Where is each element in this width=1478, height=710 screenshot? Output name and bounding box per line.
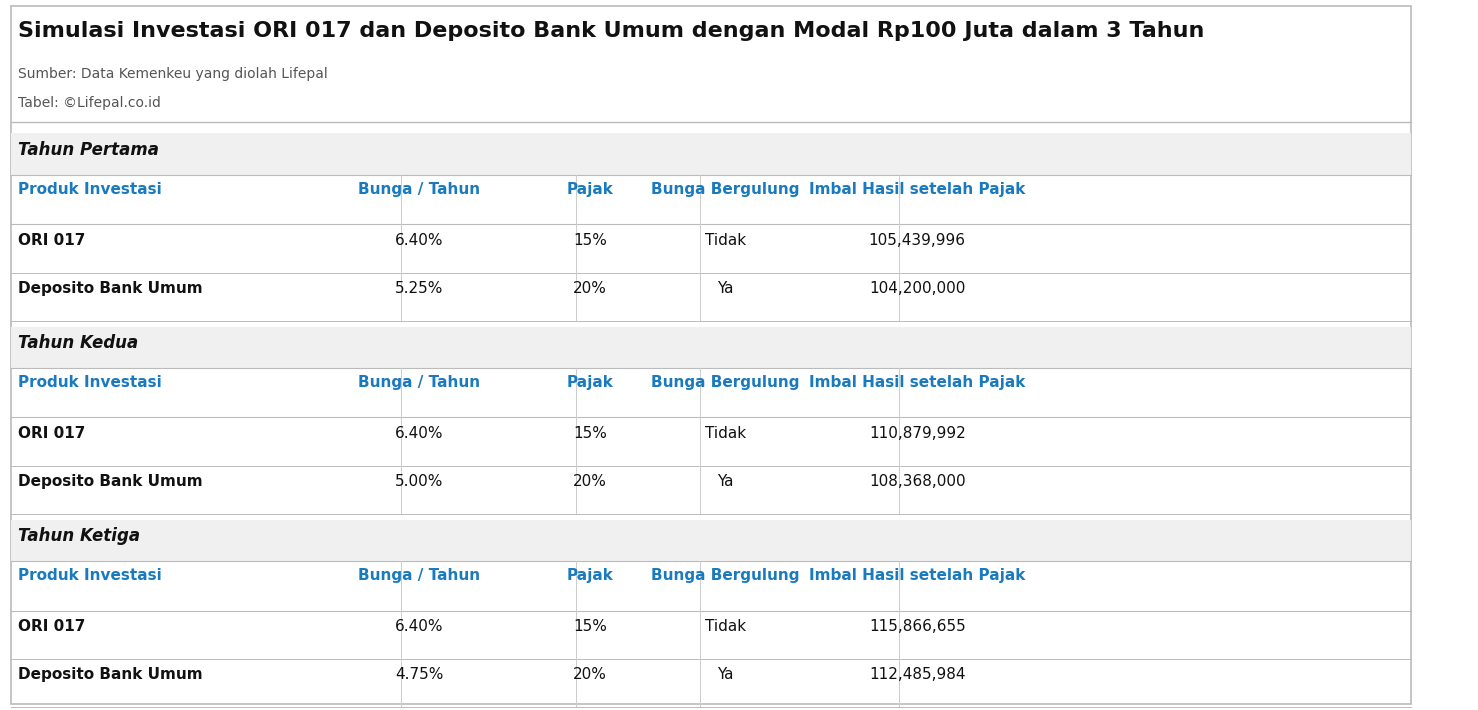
Text: Bunga Bergulung: Bunga Bergulung [652, 568, 800, 583]
Text: Tahun Ketiga: Tahun Ketiga [19, 527, 140, 545]
Text: 105,439,996: 105,439,996 [869, 233, 965, 248]
Text: Imbal Hasil setelah Pajak: Imbal Hasil setelah Pajak [808, 568, 1026, 583]
Text: 115,866,655: 115,866,655 [869, 619, 965, 634]
Text: Bunga Bergulung: Bunga Bergulung [652, 375, 800, 390]
Text: Deposito Bank Umum: Deposito Bank Umum [19, 667, 202, 682]
Text: Produk Investasi: Produk Investasi [19, 568, 163, 583]
Text: 20%: 20% [573, 474, 607, 489]
Text: Deposito Bank Umum: Deposito Bank Umum [19, 474, 202, 489]
Text: 15%: 15% [573, 619, 607, 634]
Text: Pajak: Pajak [566, 182, 613, 197]
Text: 108,368,000: 108,368,000 [869, 474, 965, 489]
Text: Imbal Hasil setelah Pajak: Imbal Hasil setelah Pajak [808, 182, 1026, 197]
Text: 104,200,000: 104,200,000 [869, 281, 965, 296]
FancyBboxPatch shape [12, 520, 1411, 561]
Text: 20%: 20% [573, 667, 607, 682]
Text: Tidak: Tidak [705, 426, 746, 441]
Text: Bunga / Tahun: Bunga / Tahun [359, 375, 480, 390]
Text: 4.75%: 4.75% [395, 667, 443, 682]
Text: Tidak: Tidak [705, 233, 746, 248]
Text: 15%: 15% [573, 233, 607, 248]
Text: Deposito Bank Umum: Deposito Bank Umum [19, 281, 202, 296]
Text: Tahun Pertama: Tahun Pertama [19, 141, 160, 158]
Text: 110,879,992: 110,879,992 [869, 426, 965, 441]
Text: Pajak: Pajak [566, 375, 613, 390]
Text: 15%: 15% [573, 426, 607, 441]
Text: 6.40%: 6.40% [395, 426, 443, 441]
Text: Simulasi Investasi ORI 017 dan Deposito Bank Umum dengan Modal Rp100 Juta dalam : Simulasi Investasi ORI 017 dan Deposito … [19, 21, 1205, 41]
Text: Bunga / Tahun: Bunga / Tahun [359, 568, 480, 583]
Text: ORI 017: ORI 017 [19, 426, 86, 441]
Text: Pajak: Pajak [566, 568, 613, 583]
Text: Produk Investasi: Produk Investasi [19, 375, 163, 390]
Text: 20%: 20% [573, 281, 607, 296]
Text: Ya: Ya [717, 667, 733, 682]
Text: ORI 017: ORI 017 [19, 619, 86, 634]
Text: Produk Investasi: Produk Investasi [19, 182, 163, 197]
FancyBboxPatch shape [12, 6, 1411, 704]
Text: Tahun Kedua: Tahun Kedua [19, 334, 139, 351]
FancyBboxPatch shape [12, 327, 1411, 368]
Text: 6.40%: 6.40% [395, 233, 443, 248]
Text: ORI 017: ORI 017 [19, 233, 86, 248]
Text: Bunga / Tahun: Bunga / Tahun [359, 182, 480, 197]
Text: 6.40%: 6.40% [395, 619, 443, 634]
Text: Tidak: Tidak [705, 619, 746, 634]
Text: Ya: Ya [717, 281, 733, 296]
Text: Tabel: ©Lifepal.co.id: Tabel: ©Lifepal.co.id [19, 96, 161, 110]
Text: 112,485,984: 112,485,984 [869, 667, 965, 682]
Text: Sumber: Data Kemenkeu yang diolah Lifepal: Sumber: Data Kemenkeu yang diolah Lifepa… [19, 67, 328, 82]
FancyBboxPatch shape [12, 133, 1411, 175]
Text: Imbal Hasil setelah Pajak: Imbal Hasil setelah Pajak [808, 375, 1026, 390]
Text: Ya: Ya [717, 474, 733, 489]
Text: Bunga Bergulung: Bunga Bergulung [652, 182, 800, 197]
Text: 5.00%: 5.00% [395, 474, 443, 489]
Text: 5.25%: 5.25% [395, 281, 443, 296]
